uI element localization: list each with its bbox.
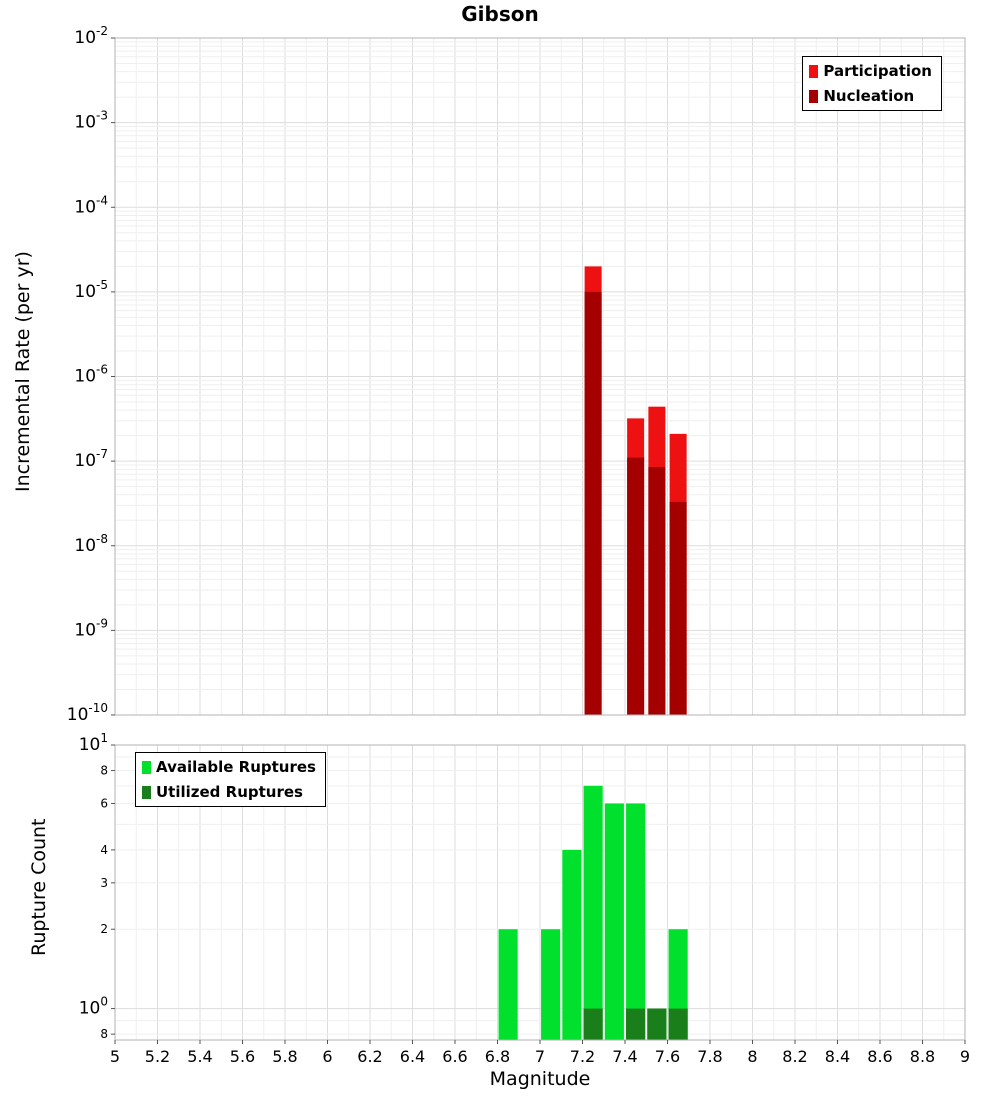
y-axis-label-incremental-rate: Incremental Rate (per yr) (12, 251, 34, 492)
x-tick-label: 8.4 (825, 1047, 850, 1066)
utilized-ruptures-swatch-icon (142, 785, 151, 799)
y-axis-label-rupture-count: Rupture Count (28, 818, 50, 957)
y-tick-label: 10-7 (74, 447, 108, 471)
x-tick-label: 6.4 (400, 1047, 425, 1066)
y-tick-label: 10-5 (74, 278, 108, 302)
legend-label-available-ruptures: Available Ruptures (156, 758, 316, 776)
bar-available-ruptures-7.25 (583, 785, 603, 1040)
legend-label-nucleation: Nucleation (823, 87, 915, 105)
x-tick-label: 5.8 (272, 1047, 297, 1066)
y-tick-label: 101 (79, 731, 108, 755)
bar-nucleation-7.55 (648, 467, 666, 715)
bars (498, 785, 688, 1040)
x-tick-label: 6.2 (357, 1047, 382, 1066)
participation-swatch-icon (809, 64, 819, 78)
x-tick-label: 8.2 (782, 1047, 807, 1066)
legend-entry-utilized-ruptures: Utilized Ruptures (142, 783, 316, 801)
legend-entry-nucleation: Nucleation (809, 87, 932, 105)
x-tick-label: 7.8 (697, 1047, 722, 1066)
x-axis-label: Magnitude (489, 1068, 591, 1090)
x-tick-label: 5.2 (145, 1047, 170, 1066)
chart-title: Gibson (461, 2, 539, 26)
y-tick-label: 100 (79, 995, 108, 1019)
x-tick-label: 5.6 (230, 1047, 255, 1066)
y-tick-label: 8 (100, 764, 108, 778)
x-tick-label: 8.8 (910, 1047, 935, 1066)
y-tick-label: 3 (100, 876, 108, 890)
axis-ticks: 10-2 10-3 10-4 10-5 10-6 10-7 10-8 10-9 10-10 (67, 24, 115, 725)
y-tick-label: 10-2 (74, 24, 108, 48)
bar-utilized-ruptures-7.45 (626, 1008, 646, 1040)
bar-available-ruptures-7.05 (541, 929, 561, 1040)
bar-utilized-ruptures-7.65 (668, 1008, 688, 1040)
x-tick-label: 5 (110, 1047, 120, 1066)
bar-available-ruptures-7.45 (626, 803, 646, 1040)
x-tick-label: 6 (322, 1047, 332, 1066)
y-tick-label: 10-3 (74, 109, 108, 133)
x-tick-label: 5.4 (187, 1047, 212, 1066)
y-tick-label: 4 (100, 843, 108, 857)
x-tick-label: 7.6 (655, 1047, 680, 1066)
legend-label-participation: Participation (823, 62, 932, 80)
legend-count: Available Ruptures Utilized Ruptures (135, 752, 326, 807)
bar-available-ruptures-7.15 (562, 849, 582, 1040)
legend-rate: Participation Nucleation (802, 56, 942, 111)
y-tick-label: 10-9 (74, 616, 108, 640)
plot-incremental-rate: 10-2 10-3 10-4 10-5 10-6 10-7 10-8 10-9 10-10 (67, 24, 966, 725)
y-tick-label: 10-4 (74, 193, 108, 217)
y-tick-label: 8 (100, 1027, 108, 1041)
bars (584, 266, 687, 715)
y-tick-label: 10-8 (74, 532, 108, 556)
bar-utilized-ruptures-7.55 (647, 1008, 667, 1040)
y-tick-label: 6 (100, 796, 108, 810)
x-tick-label: 7.4 (612, 1047, 637, 1066)
bar-nucleation-7.45 (627, 457, 645, 715)
x-tick-label: 7 (535, 1047, 545, 1066)
x-tick-label: 6.6 (442, 1047, 467, 1066)
bar-nucleation-7.65 (669, 501, 687, 715)
legend-entry-participation: Participation (809, 62, 932, 80)
legend-entry-available-ruptures: Available Ruptures (142, 758, 316, 776)
x-tick-label: 7.2 (570, 1047, 595, 1066)
available-ruptures-swatch-icon (142, 760, 151, 774)
gridlines (114, 37, 966, 716)
bar-nucleation-7.25 (584, 291, 602, 715)
bar-utilized-ruptures-7.25 (583, 1008, 603, 1040)
x-tick-label: 6.8 (485, 1047, 510, 1066)
bar-available-ruptures-7.35 (604, 803, 624, 1040)
y-tick-label: 10-6 (74, 363, 108, 387)
bar-available-ruptures-6.85 (498, 929, 518, 1040)
y-tick-label: 10-10 (67, 701, 108, 725)
x-tick-label: 8.6 (867, 1047, 892, 1066)
nucleation-swatch-icon (809, 89, 819, 103)
x-tick-label: 9 (960, 1047, 970, 1066)
y-tick-label: 2 (100, 922, 108, 936)
x-tick-label: 8 (747, 1047, 757, 1066)
legend-label-utilized-ruptures: Utilized Ruptures (156, 783, 303, 801)
